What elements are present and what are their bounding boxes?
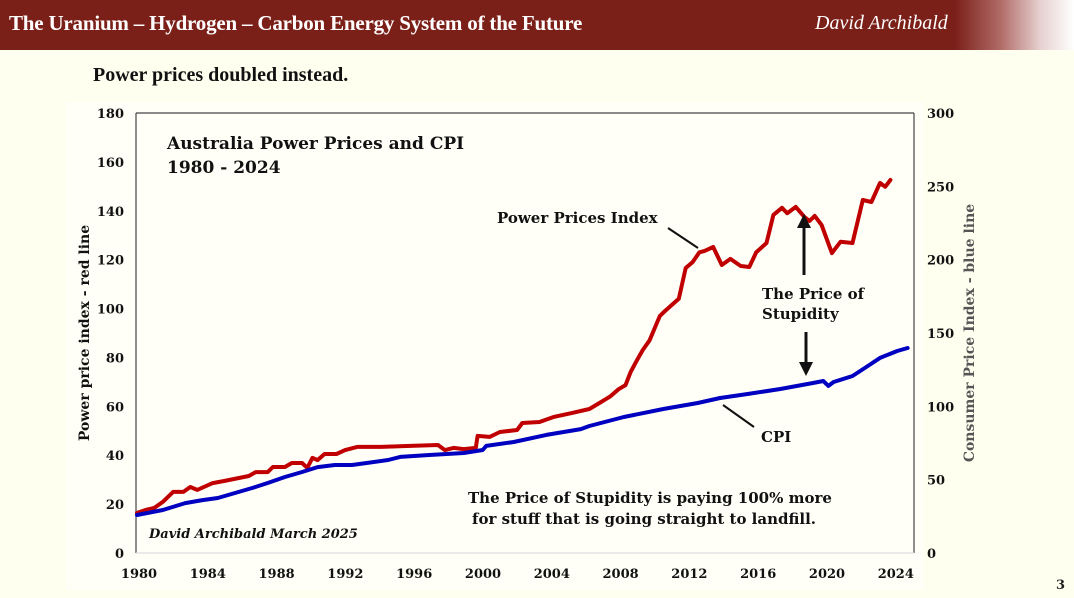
- annotation-stupidity-note-line2: for stuff that is going straight to land…: [472, 510, 816, 528]
- x-tick-label: 2008: [603, 567, 639, 582]
- y2-tick-label: 300: [927, 107, 954, 122]
- x-tick-label: 2020: [809, 567, 845, 582]
- series-cpi-line: [135, 346, 910, 517]
- y2-tick-label: 100: [927, 400, 954, 415]
- x-tick-label: 1984: [190, 567, 226, 582]
- x-tick-label: 1980: [121, 567, 157, 582]
- x-tick-label: 1996: [396, 567, 432, 582]
- slide-subtitle: Power prices doubled instead.: [93, 64, 349, 86]
- chart-title: Australia Power Prices and CPI: [166, 134, 464, 154]
- x-tick-label: 2000: [465, 567, 501, 582]
- slide-title: The Uranium – Hydrogen – Carbon Energy S…: [9, 11, 583, 35]
- y-tick-label: 160: [97, 156, 124, 171]
- x-tick-label: 2012: [671, 567, 707, 582]
- arrow-up-icon: [797, 214, 811, 275]
- y2-tick-label: 150: [927, 327, 954, 342]
- chart-subtitle: 1980 - 2024: [167, 158, 281, 178]
- annotation-cpi: CPI: [761, 428, 791, 446]
- annotation-price-of-stupidity-line2: Stupidity: [762, 305, 840, 323]
- page-number: 3: [1056, 578, 1066, 593]
- y-tick-label: 0: [115, 547, 124, 562]
- annotation-cpi-leader-line: [722, 404, 755, 428]
- y2-tick-label: 50: [927, 474, 945, 489]
- annotation-price-of-stupidity-line1: The Price of: [762, 285, 866, 303]
- x-tick-label: 2024: [878, 567, 914, 582]
- x-tick-label: 2004: [534, 567, 570, 582]
- y-tick-label: 140: [97, 205, 124, 220]
- y2-axis-title: Consumer Price Index - blue line: [962, 204, 978, 462]
- y-tick-label: 40: [106, 449, 124, 464]
- y2-tick-label: 250: [927, 180, 954, 195]
- arrow-down-icon: [799, 332, 813, 376]
- y-tick-label: 180: [97, 107, 124, 122]
- y-axis-title: Power price index - red line: [77, 225, 93, 441]
- y-tick-label: 20: [106, 498, 124, 513]
- annotation-power-leader-line: [667, 227, 699, 249]
- series-power-prices-line: [135, 178, 893, 515]
- y-tick-label: 100: [97, 303, 124, 318]
- header-author: David Archibald: [815, 12, 948, 34]
- x-tick-label: 1988: [259, 567, 295, 582]
- x-tick-label: 2016: [740, 567, 776, 582]
- chart-credit: David Archibald March 2025: [148, 527, 358, 542]
- y-tick-label: 80: [106, 351, 124, 366]
- y-tick-label: 60: [106, 400, 124, 415]
- annotation-power-prices-index: Power Prices Index: [497, 209, 659, 227]
- y2-tick-label: 0: [927, 547, 936, 562]
- y2-tick-label: 200: [927, 254, 954, 269]
- annotation-stupidity-note-line1: The Price of Stupidity is paying 100% mo…: [468, 489, 832, 507]
- y-tick-label: 120: [97, 254, 124, 269]
- slide-header: The Uranium – Hydrogen – Carbon Energy S…: [0, 0, 1074, 50]
- chart-panel: [66, 102, 924, 590]
- x-tick-label: 1992: [327, 567, 363, 582]
